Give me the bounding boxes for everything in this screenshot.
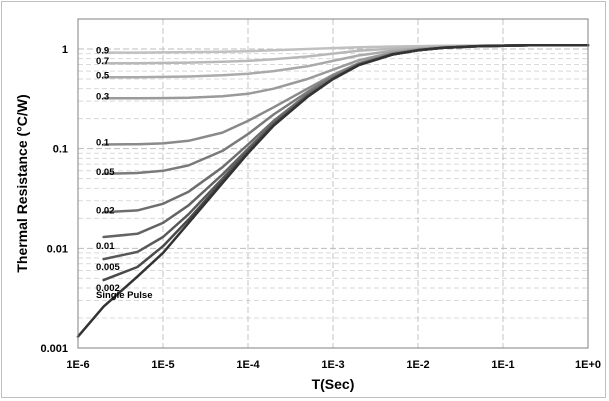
curve-label: 0.01 [96,241,115,252]
x-tick-label: 1E-3 [321,359,344,371]
curve-label: 0.005 [96,262,120,273]
series-line-0-02 [102,44,590,214]
curve-label: Single Pulse [96,290,153,301]
y-tick-label: 0.1 [53,144,68,156]
y-axis-title: Thermal Resistance (°C/W) [14,94,30,272]
x-tick-label: 1E-1 [491,359,514,371]
plot-area-border [77,18,589,349]
x-tick-label: 1E-4 [236,359,260,371]
curve-label: 0.02 [96,205,115,216]
tick-label-layer: 1E-6 1E-5 1E-4 1E-3 1E-2 1E-1 1E+0 0.001 0.01 0.1… [40,44,601,371]
x-axis-title: T(Sec) [312,376,355,392]
curve-label: 0.3 [96,91,109,102]
curve-label: 0.5 [96,70,110,81]
series-line-0-1 [102,44,590,146]
curve-label: 0.002 [96,283,120,294]
curve-label: 0.1 [96,138,110,149]
series-line-single-pulse [76,44,590,338]
y-tick-label: 0.001 [40,343,68,355]
x-tick-label: 1E-5 [151,359,174,371]
y-tick-label: 1 [62,44,68,56]
curve-label-layer: 0.90.7 0.5 0.3 0.1 0.05 0.02 0.01 0.005 0.002Sin… [96,46,153,301]
y-tick-label: 0.01 [47,243,68,255]
curve-label: 0.05 [96,167,115,178]
curve-label: 0.9 [96,46,109,57]
series-line-0-002 [102,44,590,282]
x-tick-label: 1E-6 [66,359,89,371]
grid-layer [77,18,589,349]
x-tick-label: 1E+0 [575,359,601,371]
x-tick-label: 1E-2 [406,359,429,371]
curve-label: 0.7 [96,56,109,67]
curve-layer [76,44,590,338]
